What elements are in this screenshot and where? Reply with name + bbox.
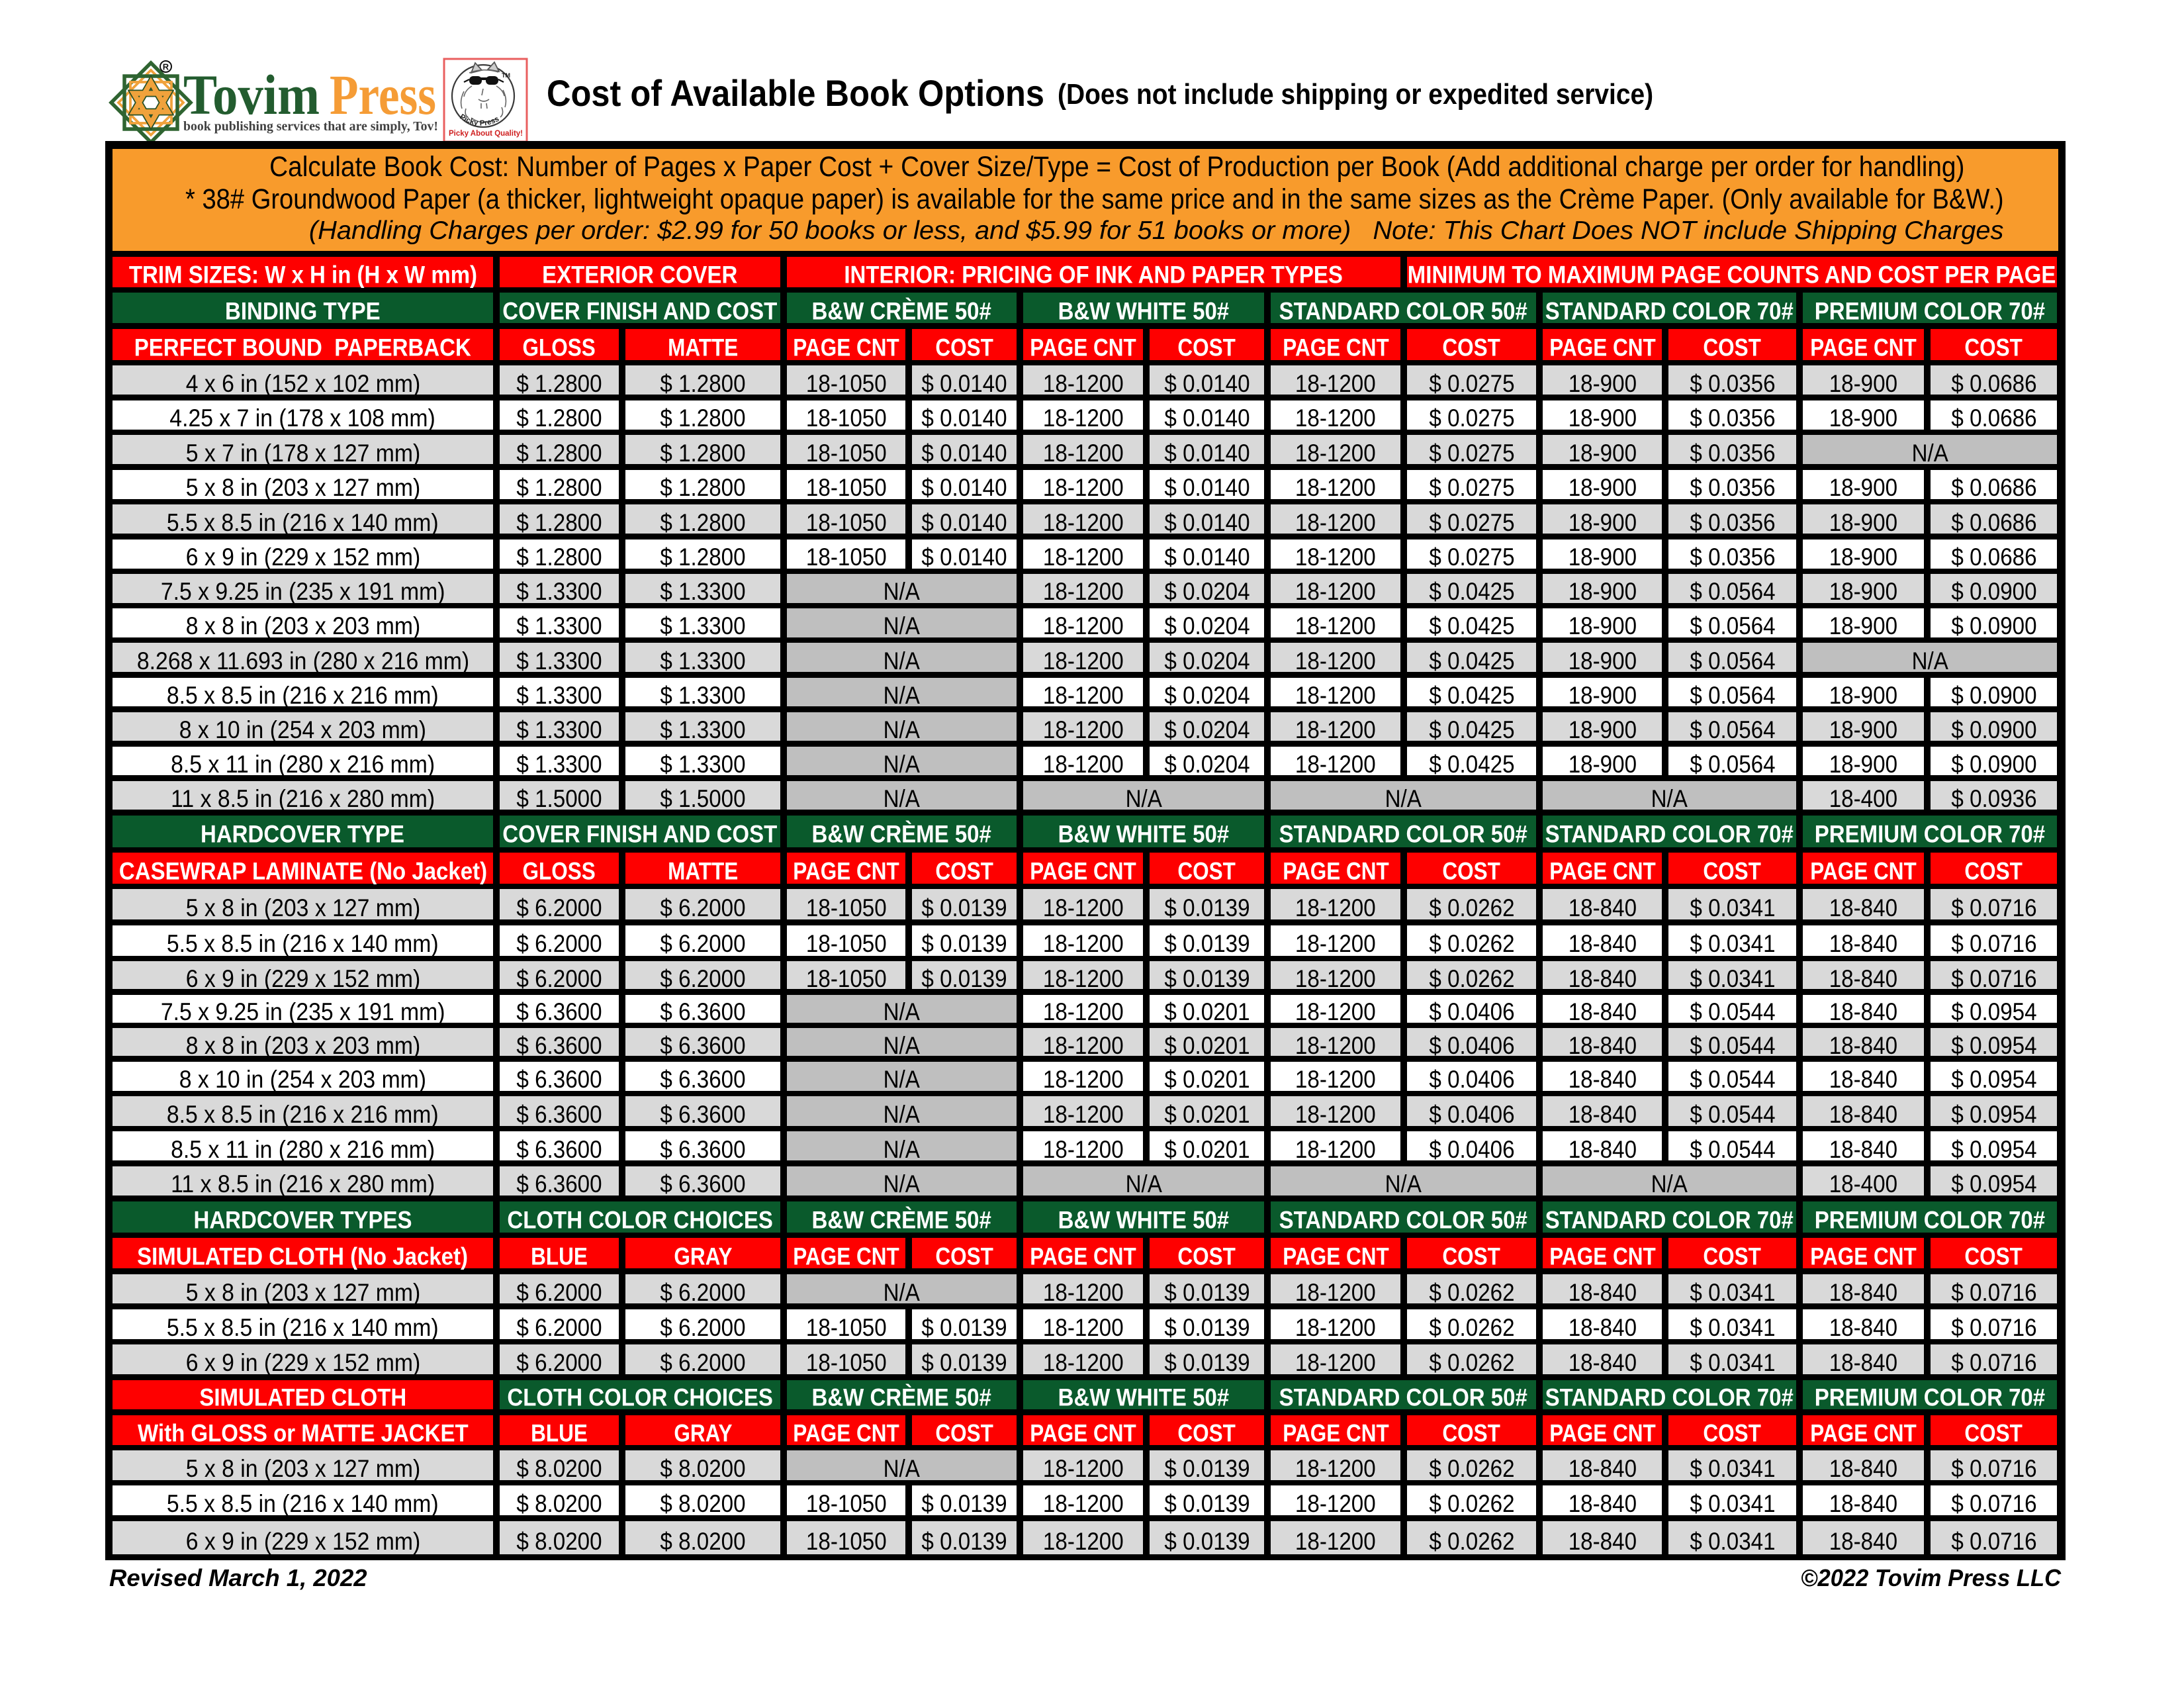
svg-text:R: R <box>163 62 169 72</box>
svg-text:Press: Press <box>330 63 436 126</box>
svg-text:Picky About Quality!: Picky About Quality! <box>449 130 523 138</box>
svg-text:Tovim: Tovim <box>183 63 320 126</box>
svg-text:TM: TM <box>502 72 510 79</box>
svg-text:book publishing services that: book publishing services that are simply… <box>183 120 438 134</box>
